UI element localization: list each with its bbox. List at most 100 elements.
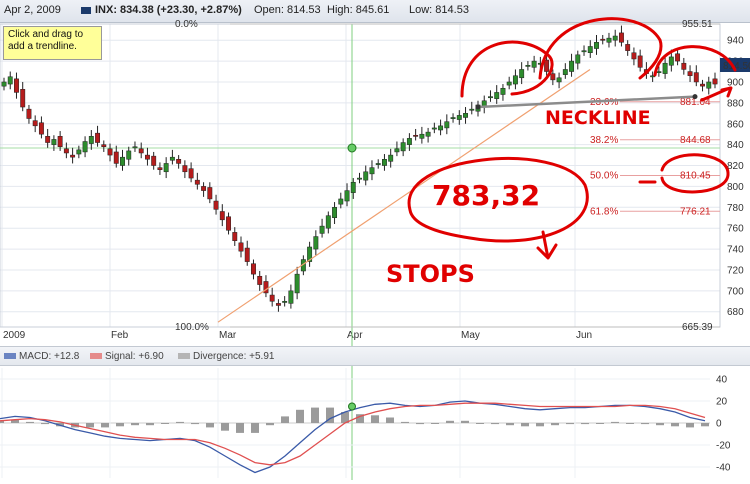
candle-body xyxy=(14,78,19,93)
candle-body xyxy=(126,150,132,160)
candle-body xyxy=(288,290,294,304)
divergence-bar xyxy=(41,423,49,425)
neckline-arrow xyxy=(700,86,733,102)
candle-body xyxy=(363,171,369,181)
divergence-bar xyxy=(611,421,619,423)
candle-body xyxy=(544,59,550,72)
fib-level-label: 61.8% xyxy=(590,206,618,217)
candle-body xyxy=(625,44,631,51)
candle-body xyxy=(512,75,518,85)
candle-body xyxy=(344,190,350,202)
candle-body xyxy=(132,146,138,149)
candle-body xyxy=(57,136,63,147)
open-value: Open: 814.53 xyxy=(254,4,321,16)
macd-y-tick: -40 xyxy=(716,463,731,474)
divergence-bar xyxy=(491,423,499,425)
candle-body xyxy=(631,52,637,60)
candle-body xyxy=(120,156,125,166)
head-shoulders-circle-left xyxy=(460,40,554,98)
candle-body xyxy=(575,54,581,64)
divergence-bar xyxy=(26,421,34,423)
candle-body xyxy=(101,144,107,147)
divergence-bar xyxy=(131,423,139,426)
target-circle xyxy=(660,153,730,194)
macd-legend: MACD: +12.8 Signal: +6.90 Divergence: +5… xyxy=(0,346,750,366)
divergence-bar xyxy=(86,423,94,428)
candle-body xyxy=(76,149,82,155)
divergence-bar xyxy=(251,423,259,433)
candle-body xyxy=(556,77,562,83)
x-tick-label: 2009 xyxy=(3,330,26,341)
macd-crosshair-marker xyxy=(348,402,356,411)
candle-body xyxy=(251,263,256,275)
candle-body xyxy=(213,200,219,210)
candle-body xyxy=(438,125,444,131)
fib-value-label: 776.21 xyxy=(680,206,711,217)
candle-body xyxy=(444,121,450,129)
candle-body xyxy=(244,247,250,262)
candle-body xyxy=(381,159,387,166)
trendline-tooltip: Click and drag to add a trendline. xyxy=(3,26,102,60)
candle-body xyxy=(637,55,643,68)
candle-body xyxy=(70,154,76,158)
divergence-bar xyxy=(356,414,364,423)
candle-body xyxy=(394,148,400,153)
divergence-bar xyxy=(521,423,529,427)
candle-body xyxy=(219,211,225,221)
candle-body xyxy=(618,32,624,43)
fib-level-label: 38.2% xyxy=(590,135,618,146)
candle-body xyxy=(26,108,32,119)
candle-body xyxy=(151,155,157,166)
price-target-loop xyxy=(407,157,589,243)
divergence-bar xyxy=(176,421,184,423)
candle-body xyxy=(163,163,169,173)
neckline-endpoint xyxy=(475,104,481,110)
candle-body xyxy=(20,89,26,108)
candle-body xyxy=(488,96,493,99)
macd-y-tick: -20 xyxy=(716,441,731,452)
candle-body xyxy=(338,198,344,205)
price-y-tick: 740 xyxy=(727,245,744,256)
signal-legend-text: Signal: +6.90 xyxy=(105,351,164,362)
candle-body xyxy=(319,225,325,234)
divergence-bar xyxy=(701,423,709,427)
x-tick-label: May xyxy=(461,330,480,341)
candle-body xyxy=(388,154,394,162)
candle-body xyxy=(95,132,101,143)
candle-body xyxy=(693,72,699,83)
candle-body xyxy=(38,122,44,135)
candle-body xyxy=(332,207,338,218)
candle-body xyxy=(194,179,200,185)
candle-body xyxy=(675,53,681,62)
fib-level-label: 50.0% xyxy=(590,171,618,182)
divergence-bar xyxy=(116,423,124,427)
divergence-bar xyxy=(101,423,109,428)
candle-body xyxy=(681,62,687,70)
candle-body xyxy=(562,69,568,75)
divergence-bar xyxy=(476,423,484,424)
candle-body xyxy=(594,42,599,49)
candle-body xyxy=(45,136,51,143)
divergence-bar xyxy=(191,423,199,425)
macd-legend-text: MACD: +12.8 xyxy=(19,351,80,362)
x-tick-label: Feb xyxy=(111,330,129,341)
divergence-bar xyxy=(326,407,334,423)
candle-body xyxy=(450,117,456,119)
divergence-bar xyxy=(446,420,454,423)
divergence-bar xyxy=(641,423,649,425)
divergence-bar xyxy=(686,423,694,428)
crosshair-marker xyxy=(347,143,357,153)
chart-header: Apr 2, 2009 INX: 834.38 (+23.30, +2.87%)… xyxy=(0,0,750,23)
candle-body xyxy=(606,37,612,43)
divergence-bar xyxy=(146,423,154,426)
candle-body xyxy=(307,246,313,262)
price-y-tick: 880 xyxy=(727,98,744,109)
candle-body xyxy=(257,275,263,285)
candle-body xyxy=(275,303,281,306)
candle-body xyxy=(201,186,207,191)
divergence-bar xyxy=(206,423,214,428)
candle-body xyxy=(82,141,88,153)
candle-body xyxy=(282,301,288,303)
candle-body xyxy=(600,38,606,41)
